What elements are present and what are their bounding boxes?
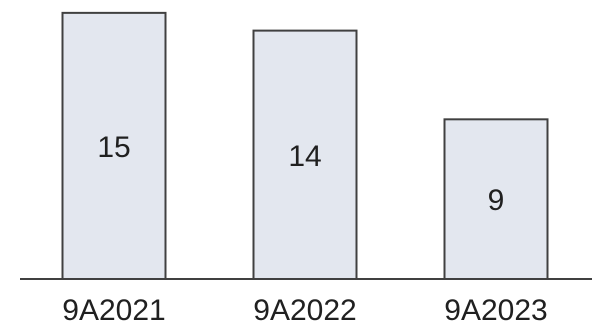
- data-label-9A2022: 14: [288, 140, 321, 173]
- x-tick-label-9A2023: 9A2023: [444, 294, 547, 327]
- bar-9A2023: [443, 118, 549, 280]
- bars-group: [61, 11, 549, 281]
- data-label-9A2021: 15: [97, 131, 130, 164]
- labels-group: 15 9A2021 14 9A2022 9 9A2023: [62, 131, 547, 327]
- x-tick-label-9A2022: 9A2022: [253, 294, 356, 327]
- x-tick-label-9A2021: 9A2021: [62, 294, 165, 327]
- bar-9A2021: [61, 11, 167, 280]
- data-label-9A2023: 9: [488, 184, 505, 217]
- bar-9A2022: [252, 29, 358, 281]
